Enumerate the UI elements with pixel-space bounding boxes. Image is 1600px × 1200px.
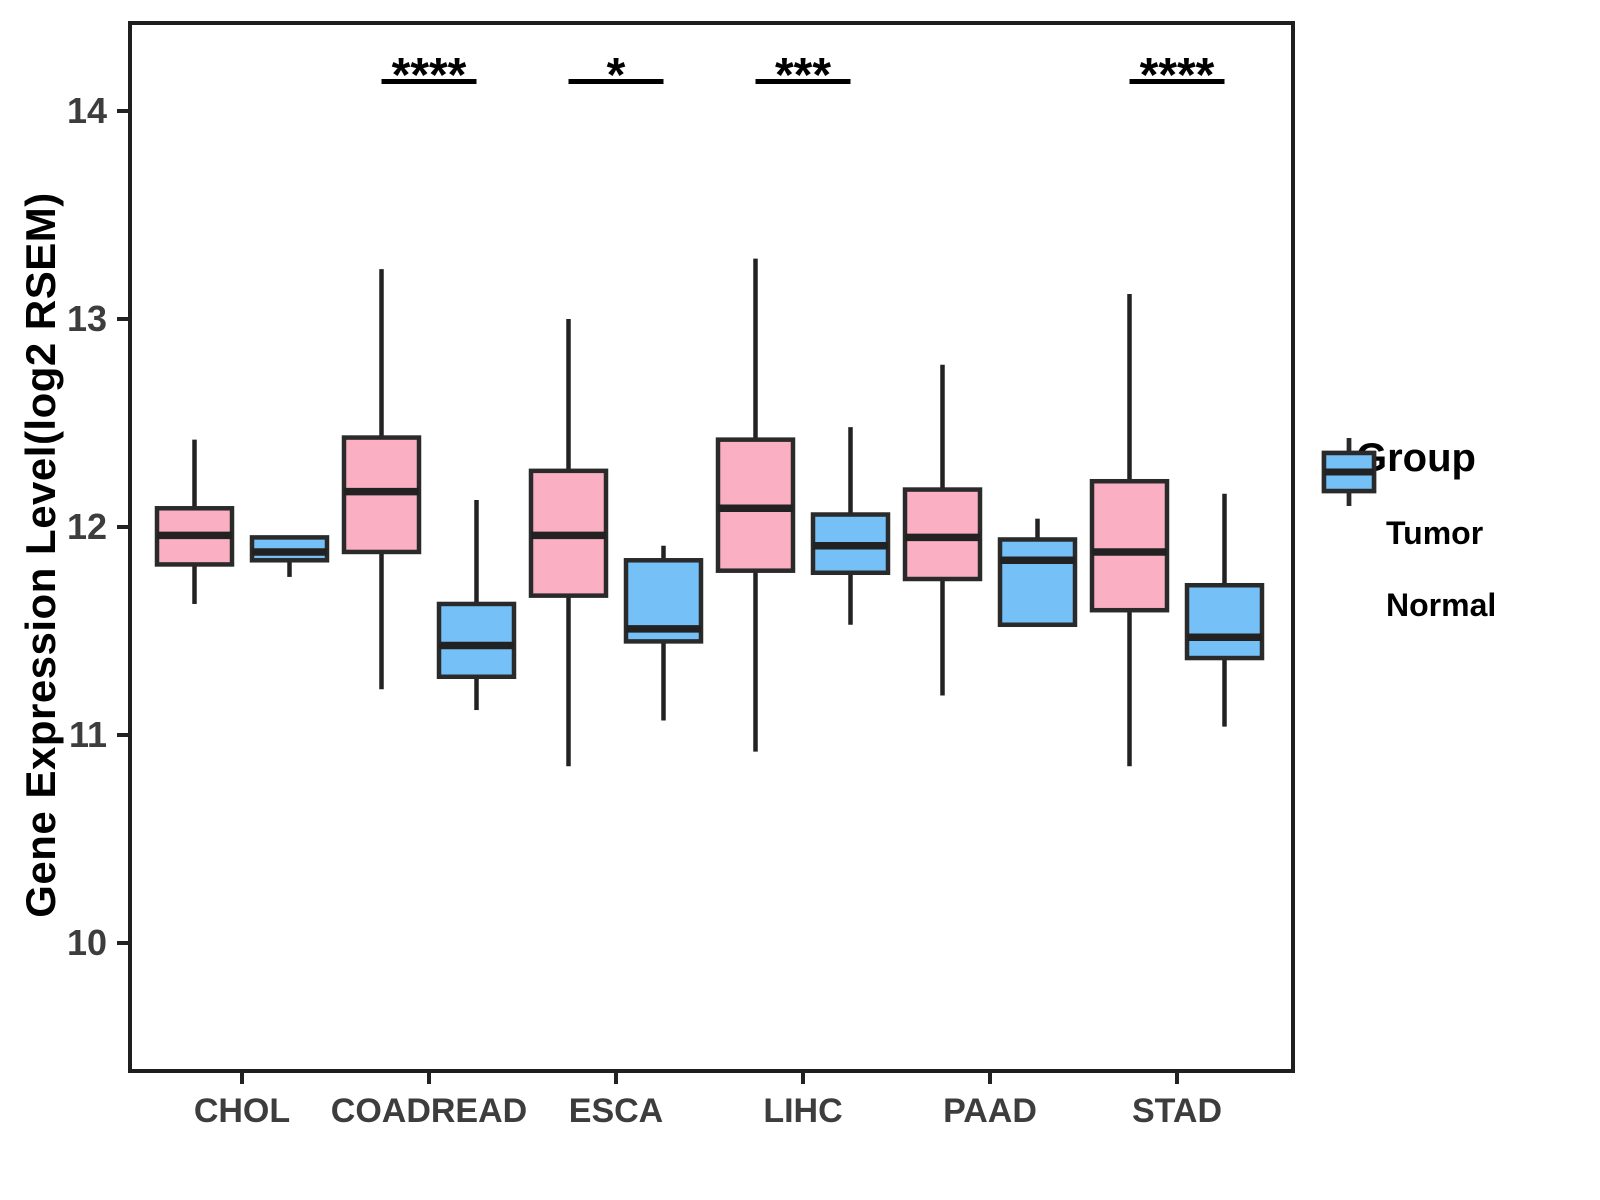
- x-tick-label-chol: CHOL: [194, 1092, 290, 1130]
- significance-stars-lihc: ***: [775, 49, 831, 102]
- legend-label-tumor: Tumor: [1386, 514, 1484, 551]
- legend-label-normal: Normal: [1386, 586, 1497, 623]
- significance-stars-coadread: ****: [392, 49, 467, 102]
- y-tick-label-10: 10: [67, 922, 107, 963]
- significance-stars-esca: *: [607, 49, 626, 102]
- x-tick-label-paad: PAAD: [943, 1092, 1037, 1130]
- significance-bar-lihc: [755, 79, 851, 84]
- boxplot-coadread-normal-box: [436, 601, 517, 680]
- significance-bar-stad: [1129, 79, 1225, 84]
- plot-panel-border: [128, 21, 1295, 1073]
- legend: Group Tumor Normal: [1320, 436, 1590, 641]
- x-tick-label-esca: ESCA: [569, 1092, 663, 1130]
- x-tick-label-coadread: COADREAD: [331, 1092, 527, 1130]
- boxplot-paad-normal-box: [997, 537, 1078, 628]
- x-tick-label-stad: STAD: [1132, 1092, 1222, 1130]
- y-tick-label-13: 13: [67, 298, 107, 339]
- significance-stars-stad: ****: [1140, 49, 1215, 102]
- y-tick-label-11: 11: [69, 714, 107, 755]
- x-tick-label-lihc: LIHC: [763, 1092, 842, 1130]
- boxplot-stad-normal-box: [1184, 582, 1265, 661]
- normal-boxplot-glyph-icon: [1321, 438, 1377, 506]
- significance-bar-coadread: [381, 79, 477, 84]
- legend-item-normal: Normal: [1320, 438, 1590, 641]
- boxplot-stad-tumor-box: [1089, 478, 1170, 613]
- significance-bar-esca: [568, 79, 664, 84]
- y-tick-label-12: 12: [67, 506, 107, 547]
- y-tick-label-14: 14: [67, 90, 107, 131]
- y-axis-title: Gene Expression Level(log2 RSEM): [17, 192, 64, 918]
- legend-title: Group: [1356, 436, 1476, 480]
